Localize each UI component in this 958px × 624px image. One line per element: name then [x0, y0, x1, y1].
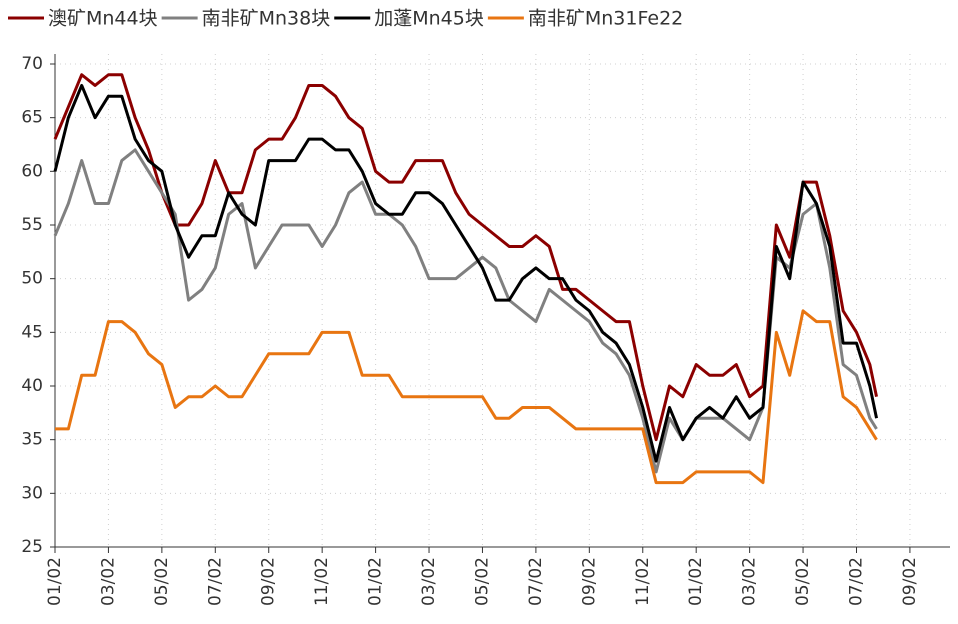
x-tick-label: 07/02 [205, 557, 225, 606]
x-tick-label: 11/02 [633, 557, 653, 606]
x-tick-label: 09/02 [259, 557, 279, 606]
series-line [53, 73, 878, 442]
series-line [53, 148, 878, 474]
y-tick-label: 65 [21, 108, 43, 128]
y-tick-label: 25 [21, 537, 43, 557]
x-tick-label: 05/02 [793, 557, 813, 606]
x-tick-label: 05/02 [472, 557, 492, 606]
series-line [53, 83, 878, 463]
y-tick-label: 70 [21, 54, 43, 74]
legend-label: 南非矿Mn31Fe22 [528, 8, 683, 30]
legend-label: 加蓬Mn45块 [374, 8, 484, 30]
x-tick-label: 05/02 [152, 557, 172, 606]
legend-label: 南非矿Mn38块 [202, 8, 331, 30]
y-tick-label: 60 [21, 161, 43, 181]
x-tick-label: 03/02 [98, 557, 118, 606]
legend-label: 澳矿Mn44块 [48, 8, 158, 30]
x-tick-label: 09/02 [579, 557, 599, 606]
y-tick-label: 40 [21, 376, 43, 396]
x-tick-label: 01/02 [686, 557, 706, 606]
x-tick-label: 01/02 [45, 557, 65, 606]
x-tick-label: 01/02 [366, 557, 386, 606]
x-tick-label: 03/02 [419, 557, 439, 606]
y-tick-label: 55 [21, 215, 43, 235]
y-tick-label: 45 [21, 322, 43, 342]
x-tick-label: 07/02 [526, 557, 546, 606]
x-tick-label: 03/02 [740, 557, 760, 606]
series-line [55, 309, 878, 485]
y-tick-label: 50 [21, 269, 43, 289]
x-tick-label: 11/02 [312, 557, 332, 606]
y-tick-label: 30 [21, 483, 43, 503]
x-tick-label: 09/02 [900, 557, 920, 606]
x-tick-label: 07/02 [846, 557, 866, 606]
y-tick-label: 35 [21, 430, 43, 450]
